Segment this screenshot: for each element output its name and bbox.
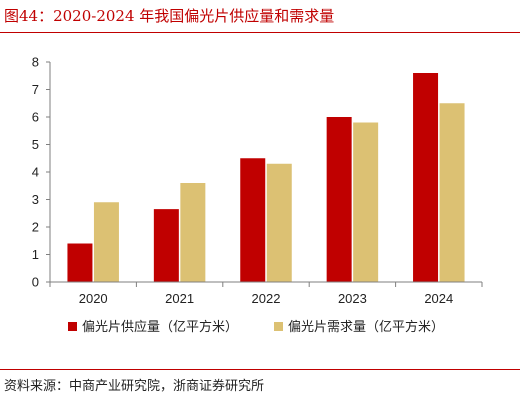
- x-tick-label: 2021: [165, 291, 194, 306]
- x-tick-label: 2022: [252, 291, 281, 306]
- legend-label-series-1: 偏光片供应量（亿平方米）: [82, 319, 238, 335]
- bar-series-1-2021: [153, 209, 179, 282]
- bar-series-1-2024: [413, 73, 439, 282]
- legend-label-series-2: 偏光片需求量（亿平方米）: [288, 319, 444, 335]
- bar-series-1-2020: [67, 243, 93, 282]
- y-tick-label: 3: [32, 192, 39, 207]
- source-note: 资料来源：中商产业研究院，浙商证券研究所: [4, 379, 265, 394]
- bar-series-2-2021: [180, 183, 206, 282]
- bar-series-2-2022: [266, 163, 292, 282]
- bar-series-2-2020: [93, 202, 119, 282]
- legend: 偏光片供应量（亿平方米） 偏光片需求量（亿平方米）: [68, 319, 444, 335]
- bar-series-2-2024: [439, 103, 465, 282]
- x-tick-label: 2023: [338, 291, 367, 306]
- footer-divider: [0, 369, 520, 370]
- bar-chart: 0 1 2 3 4 5 6 7 8 2020 2021 2022 2023 2024 偏光片供应量（亿平…: [32, 55, 483, 335]
- y-tick-label: 8: [32, 55, 39, 70]
- x-axis: 2020 2021 2022 2023 2024: [49, 281, 483, 306]
- bars: [67, 73, 465, 282]
- y-tick-label: 6: [32, 110, 39, 125]
- y-tick-label: 7: [32, 82, 39, 97]
- y-axis: 0 1 2 3 4 5 6 7 8: [32, 55, 51, 290]
- y-tick-label: 0: [32, 275, 39, 290]
- legend-swatch-series-1: [68, 322, 77, 331]
- bar-series-2-2023: [353, 122, 379, 282]
- bar-series-1-2022: [240, 158, 266, 282]
- chart-title: 图44：2020-2024 年我国偏光片供应量和需求量: [4, 7, 335, 25]
- legend-swatch-series-2: [274, 322, 283, 331]
- x-tick-label: 2024: [424, 291, 453, 306]
- y-tick-label: 4: [32, 165, 39, 180]
- y-tick-label: 5: [32, 137, 39, 152]
- x-tick-label: 2020: [79, 291, 108, 306]
- y-tick-label: 2: [32, 220, 39, 235]
- title-divider: [0, 32, 520, 33]
- bar-series-1-2023: [326, 117, 352, 282]
- y-tick-label: 1: [32, 247, 39, 262]
